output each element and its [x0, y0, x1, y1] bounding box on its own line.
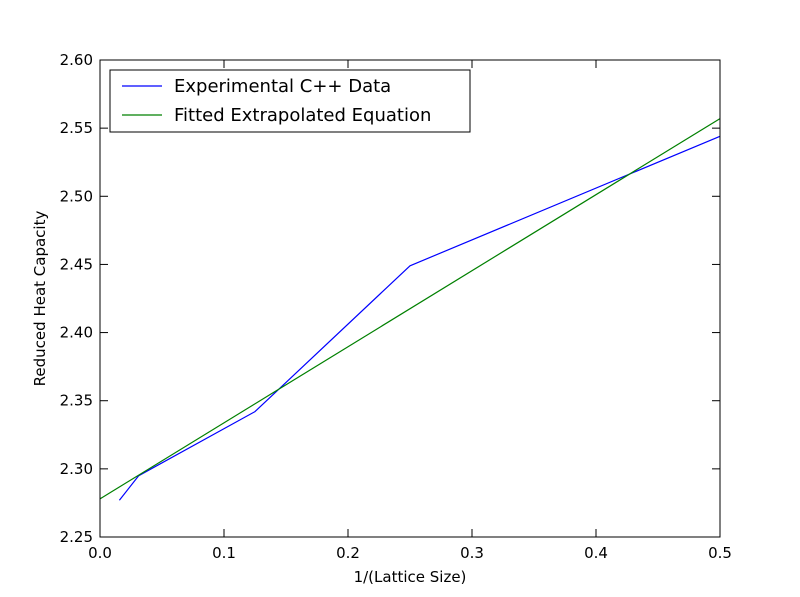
y-tick-label: 2.40 [60, 324, 93, 342]
y-tick-label: 2.45 [60, 255, 93, 273]
legend-frame [109, 69, 471, 133]
y-tick-label: 2.55 [60, 119, 93, 137]
legend-label-fitted: Fitted Extrapolated Equation [174, 105, 431, 126]
y-tick-label: 2.30 [60, 460, 93, 478]
series-line-0 [118, 135, 721, 501]
tick-layer: 0.0 0.1 0.2 0.3 0.4 0.5 2.25 2.30 2.35 2.40 2.45 2.… [60, 51, 732, 562]
x-tick-label: 0.0 [88, 544, 112, 562]
x-tick-label: 0.2 [336, 544, 360, 562]
series-layer [99, 118, 721, 501]
y-tick-label: 2.60 [60, 51, 93, 69]
y-tick-label: 2.50 [60, 187, 93, 205]
legend: Experimental C++ Data Fitted Extrapolate… [109, 69, 471, 133]
x-tick-label: 0.1 [212, 544, 236, 562]
plot-area [100, 60, 720, 537]
plot-frame [99, 59, 721, 538]
x-axis-label: 1/(Lattice Size) [354, 568, 467, 586]
series-line-1 [99, 118, 721, 500]
x-tick-label: 0.5 [708, 544, 732, 562]
x-tick-label: 0.3 [460, 544, 484, 562]
legend-label-experimental: Experimental C++ Data [174, 76, 391, 97]
y-tick-label: 2.35 [60, 392, 93, 410]
y-tick-label: 2.25 [60, 528, 93, 546]
y-axis-label: Reduced Heat Capacity [31, 211, 49, 387]
x-tick-label: 0.4 [584, 544, 608, 562]
